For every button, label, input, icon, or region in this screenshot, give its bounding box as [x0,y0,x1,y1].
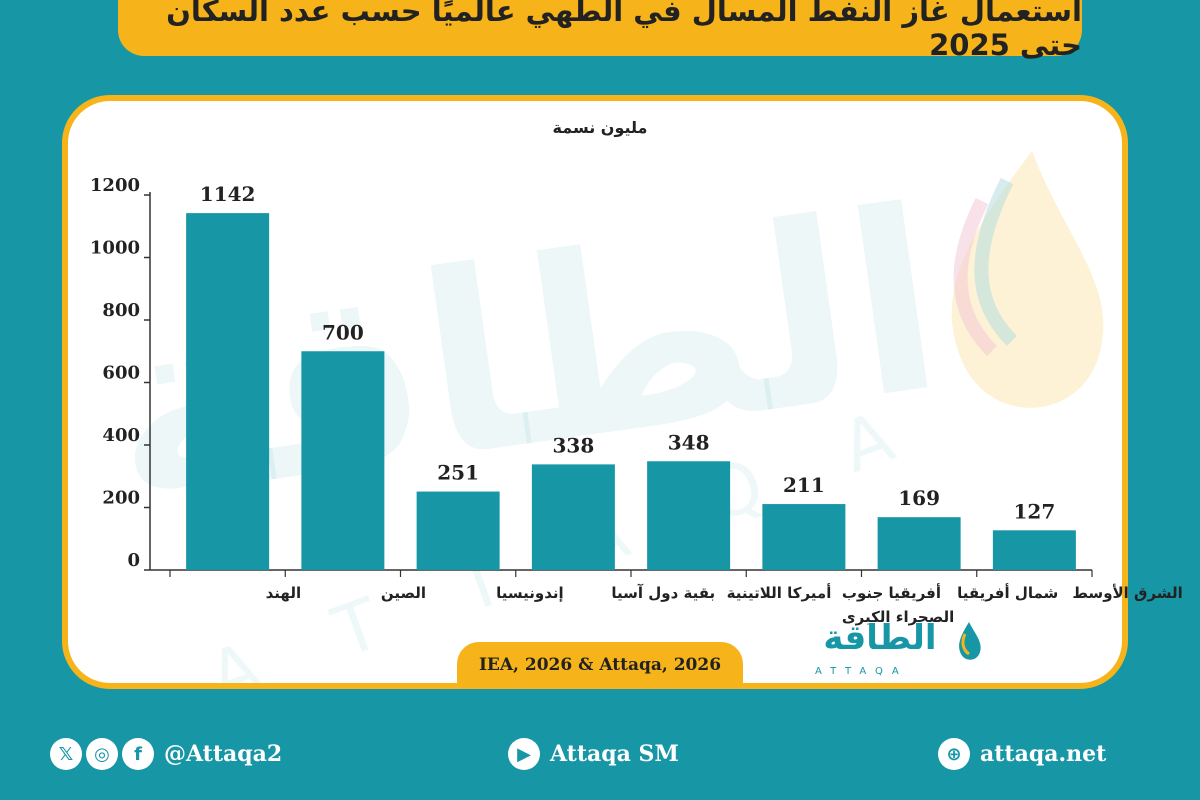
bar-value-label: 338 [553,433,595,457]
bar-value-label: 211 [783,473,825,497]
bar-value-label: 169 [898,486,940,510]
bar-value-label: 1142 [200,182,256,206]
title-banner: استعمال غاز النفط المسال في الطهي عالميً… [118,0,1082,62]
category-label: أفريقيا جنوب الصحراء الكبرى [842,583,954,626]
bar-value-label: 348 [668,430,710,454]
bar [647,461,731,570]
bar-value-label: 251 [437,461,479,485]
category-label: الشرق الأوسط [1072,584,1182,602]
y-tick-label: 0 [127,550,140,571]
youtube-link[interactable]: ▶ Attaqa SM [508,728,679,780]
bar-value-label: 700 [322,320,364,344]
category-label: بقية دول آسيا [611,584,715,602]
bar [762,504,846,570]
source-label: IEA, 2026 & Attaqa, 2026 [457,642,743,688]
y-axis-unit-label: مليون نسمة [553,118,648,137]
bar [877,517,961,570]
y-tick-label: 400 [102,425,140,446]
chart-title: استعمال غاز النفط المسال في الطهي عالميً… [166,0,1082,62]
website-url: attaqa.net [980,741,1107,767]
bar [186,213,270,570]
instagram-icon[interactable]: ◎ [86,738,118,770]
category-label: الهند [266,584,301,602]
bar [992,530,1076,570]
social-links: 𝕏 ◎ f @Attaqa2 [50,728,282,780]
logo-latin: ATTAQA [815,666,908,677]
attaqa-logo: الطاقة ATTAQA [805,618,985,684]
category-label: شمال أفريقيا [957,583,1058,602]
bar [531,464,615,570]
youtube-channel: Attaqa SM [550,741,679,767]
facebook-icon[interactable]: f [122,738,154,770]
bar-value-label: 127 [1014,499,1056,523]
globe-icon: ⊕ [938,738,970,770]
y-tick-label: 200 [102,488,140,509]
y-tick-label: 800 [102,300,140,321]
youtube-icon: ▶ [508,738,540,770]
category-label: إندونيسيا [496,584,564,602]
y-tick-label: 1200 [90,175,140,196]
bar [301,351,385,570]
logo-arabic: الطاقة [823,618,937,658]
category-label: أميركا اللاتينية [727,583,832,602]
y-tick-label: 1000 [90,238,140,259]
footer: 𝕏 ◎ f @Attaqa2 ▶ Attaqa SM ⊕ attaqa.net [0,728,1200,780]
logo-drop-icon [959,622,981,660]
y-tick-label: 600 [102,363,140,384]
category-label: الصين [381,584,426,602]
x-icon[interactable]: 𝕏 [50,738,82,770]
drop-decoration-icon [951,151,1104,408]
social-handle[interactable]: @Attaqa2 [164,741,283,767]
website-link[interactable]: ⊕ attaqa.net [938,728,1106,780]
bar [416,491,500,570]
